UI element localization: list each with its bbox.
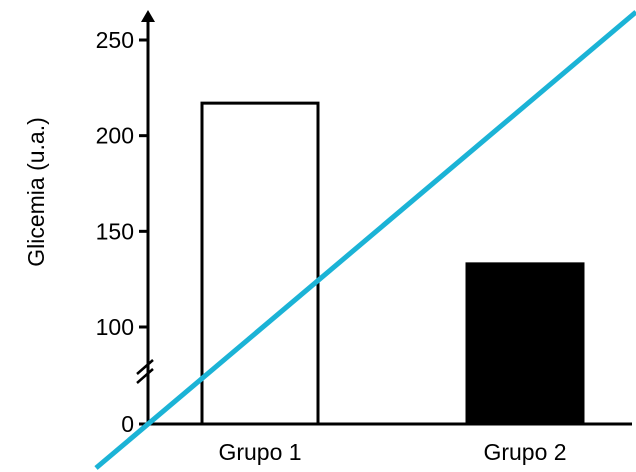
- overlay: [94, 10, 636, 470]
- y-axis-title: Glicemia (u.a.): [23, 117, 49, 267]
- x-category-label: Grupo 1: [218, 439, 301, 465]
- bar: [465, 262, 585, 426]
- y-tick-label: 0: [121, 411, 134, 437]
- y-tick-label: 150: [96, 218, 134, 244]
- y-tick-label: 200: [96, 123, 134, 149]
- overlay-line: [94, 10, 636, 470]
- y-tick-label: 250: [96, 27, 134, 53]
- y-tick-label: 100: [96, 314, 134, 340]
- axis-break-mark: [136, 359, 154, 375]
- x-category-labels: Grupo 1 Grupo 2: [218, 439, 566, 465]
- y-axis-arrow: [141, 10, 155, 22]
- bar: [200, 101, 320, 426]
- x-category-label: Grupo 2: [483, 439, 566, 465]
- bars: [200, 101, 585, 426]
- y-ticks: 0 100 150 200 250: [96, 27, 148, 437]
- axis-break-mark: [136, 368, 154, 384]
